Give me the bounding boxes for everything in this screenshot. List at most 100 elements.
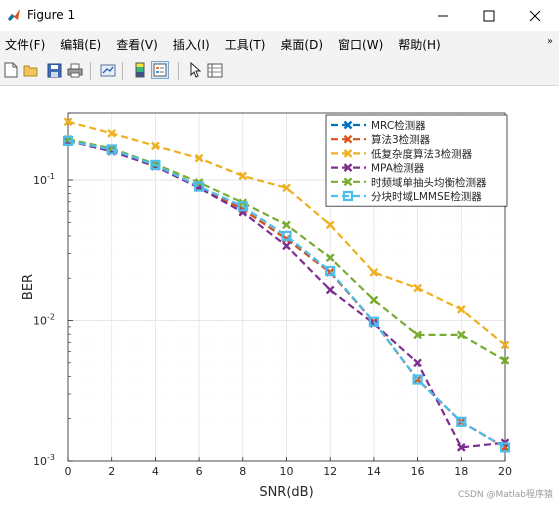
window-title: Figure 1 xyxy=(27,8,76,22)
series-point xyxy=(151,141,160,151)
legend-label: MPA检测器 xyxy=(371,162,425,175)
series-point xyxy=(237,201,248,212)
legend-entry: MPA检测器 xyxy=(331,162,425,175)
y-tick-label: 10-1 xyxy=(33,172,55,187)
legend-marker xyxy=(343,149,353,158)
legend-entry: MRC检测器 xyxy=(331,119,426,132)
series-point xyxy=(413,330,422,340)
open-file-icon xyxy=(23,65,38,77)
legend-label: 分块时域LMMSE检测器 xyxy=(371,190,482,203)
series-point xyxy=(281,230,292,242)
menu-bar: 文件(F) 编辑(E) 查看(V) 插入(I) 工具(T) 桌面(D) 窗口(W… xyxy=(0,31,559,57)
series-point xyxy=(325,253,335,263)
series-point-stroke xyxy=(500,340,510,350)
menu-window[interactable]: 窗口(W) xyxy=(338,37,384,52)
menu-file[interactable]: 文件(F) xyxy=(5,37,46,52)
legend-marker-stroke xyxy=(343,134,353,144)
legend-entry: 低复杂度算法3检测器 xyxy=(331,147,473,160)
maximize-button[interactable] xyxy=(466,0,512,31)
series-point-stroke xyxy=(456,305,466,314)
title-bar: Figure 1 xyxy=(0,0,559,31)
x-tick-label: 0 xyxy=(65,465,72,478)
legend-label: 算法3检测器 xyxy=(371,133,431,146)
menu-help[interactable]: 帮助(H) xyxy=(398,37,441,52)
legend-marker xyxy=(343,177,353,187)
minimize-icon xyxy=(438,15,448,16)
insert-colorbar-icon xyxy=(135,62,145,78)
maximize-icon xyxy=(483,10,495,21)
new-figure-button[interactable] xyxy=(2,61,20,79)
insert-legend-button[interactable] xyxy=(151,61,169,79)
series-point xyxy=(413,283,422,293)
series-point-stroke xyxy=(194,153,204,163)
legend-entry: 时频域单抽头均衡检测器 xyxy=(331,176,487,189)
x-tick-label: 8 xyxy=(239,465,246,478)
minimize-button[interactable] xyxy=(420,0,466,31)
series-point xyxy=(325,220,335,230)
x-tick-label: 2 xyxy=(108,465,115,478)
menu-edit[interactable]: 编辑(E) xyxy=(60,37,102,52)
x-axis-label: SNR(dB) xyxy=(259,485,313,500)
menu-tools[interactable]: 工具(T) xyxy=(224,37,266,52)
series-point-stroke xyxy=(325,220,335,230)
insert-legend-icon xyxy=(153,63,167,77)
toolbar-separator xyxy=(122,62,123,80)
series-point xyxy=(282,220,291,230)
figure-toolbar xyxy=(0,57,559,86)
series-line xyxy=(67,139,506,449)
edit-plot-button[interactable] xyxy=(186,61,204,79)
series-point-stroke xyxy=(413,330,422,340)
series-point-stroke xyxy=(325,285,335,295)
series-point-stroke xyxy=(413,358,422,368)
insert-colorbar-button[interactable] xyxy=(131,61,149,79)
series-point xyxy=(238,171,248,181)
series-point xyxy=(194,181,205,192)
series-point xyxy=(456,330,466,340)
print-button[interactable] xyxy=(66,61,84,79)
save-button[interactable] xyxy=(45,61,63,79)
legend-marker xyxy=(343,120,353,130)
property-inspector-button[interactable] xyxy=(206,61,224,79)
legend-marker xyxy=(342,190,354,202)
x-tick-label: 4 xyxy=(152,465,159,478)
series-point-stroke xyxy=(238,171,248,181)
series-point xyxy=(63,117,73,127)
close-button[interactable] xyxy=(512,0,558,31)
series-point xyxy=(369,268,379,277)
series-point xyxy=(325,285,335,295)
y-axis-label: BER xyxy=(21,274,36,300)
series-point-stroke xyxy=(325,253,335,263)
edit-plot-icon xyxy=(190,62,201,78)
open-file-button[interactable] xyxy=(22,61,40,79)
menu-desktop[interactable]: 桌面(D) xyxy=(280,37,324,52)
series-point-stroke xyxy=(107,128,117,138)
legend-marker xyxy=(343,134,353,144)
link-plot-button[interactable] xyxy=(99,61,117,79)
ber-chart[interactable]: 0 2 4 6 8 10 12 14 16 18 20 10-1 10-2 10-3 SNR(dB) BE… xyxy=(0,86,559,504)
series-point xyxy=(325,265,336,277)
series-point xyxy=(282,183,291,193)
series-layer xyxy=(62,117,511,453)
legend-marker-stroke xyxy=(343,149,353,158)
series-point-stroke xyxy=(63,117,73,127)
series-point xyxy=(106,144,117,155)
series-point xyxy=(500,340,510,350)
legend-box xyxy=(325,114,508,207)
series-point-stroke xyxy=(456,443,466,452)
series-point xyxy=(456,416,467,427)
series-point xyxy=(150,159,161,171)
series-point xyxy=(456,443,466,452)
series-point xyxy=(62,135,74,146)
series-point xyxy=(499,442,511,453)
tick-layer: 0 2 4 6 8 10 12 14 16 18 20 10-1 10-2 10-3 xyxy=(33,112,512,478)
menu-insert[interactable]: 插入(I) xyxy=(172,37,210,52)
menu-view[interactable]: 查看(V) xyxy=(116,37,158,52)
series-point-stroke xyxy=(282,241,291,251)
series-line xyxy=(67,120,506,346)
series-point-stroke xyxy=(369,268,379,277)
save-icon xyxy=(47,63,61,77)
legend-marker xyxy=(343,163,353,172)
matlab-app-icon xyxy=(8,9,20,21)
chevron-double-right-icon[interactable]: » xyxy=(546,36,553,47)
